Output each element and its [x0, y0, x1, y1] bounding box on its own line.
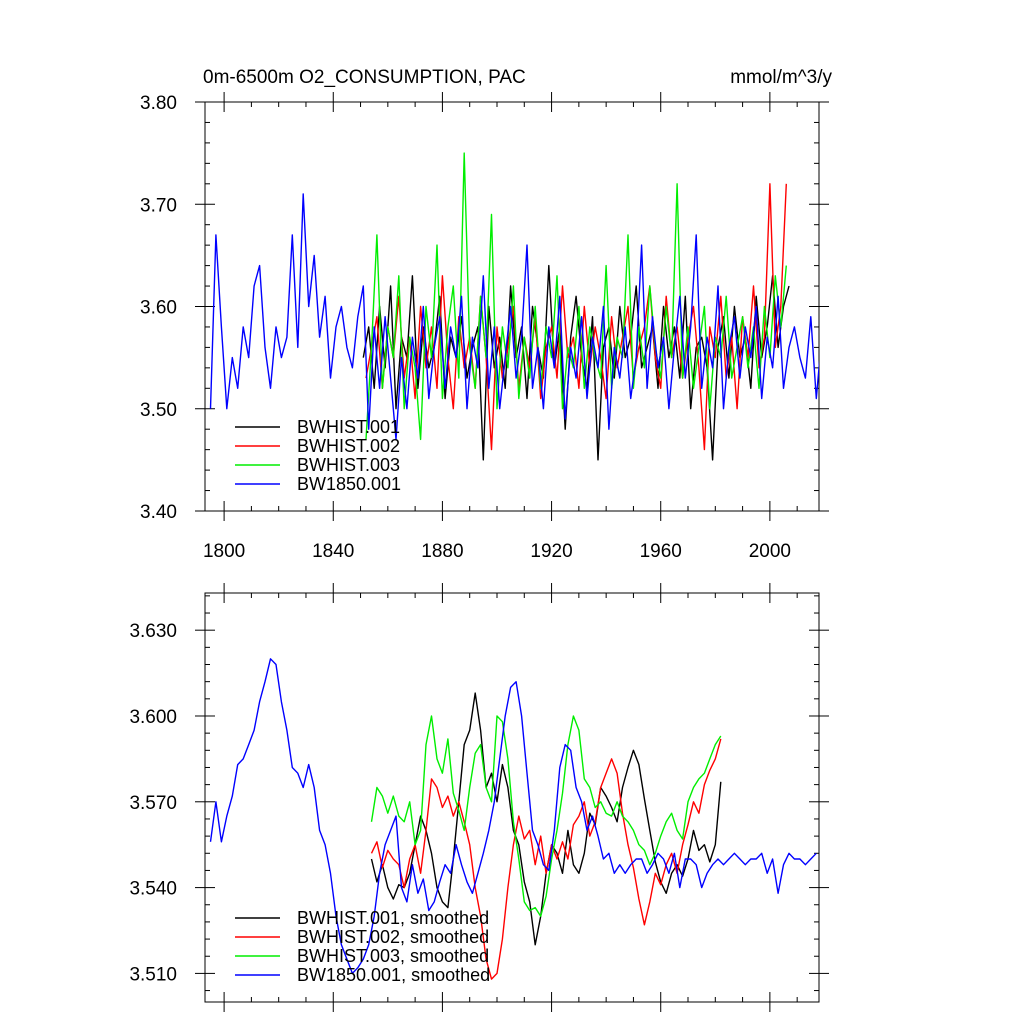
- legend-label: BWHIST.001, smoothed: [297, 908, 489, 928]
- x-tick-label: 1840: [312, 541, 354, 562]
- legend-label: BWHIST.003: [297, 455, 400, 475]
- y-tick-label: 3.60: [140, 298, 177, 319]
- y-tick-label: 3.40: [140, 502, 177, 523]
- series-line-4: [209, 193, 819, 441]
- bottom-lines: [209, 658, 817, 980]
- series-line-2: [370, 738, 722, 980]
- x-tick-label: 1960: [640, 541, 682, 562]
- y-tick-label: 3.630: [129, 621, 177, 642]
- legend-label: BWHIST.001: [297, 417, 400, 437]
- y-tick-label: 3.510: [129, 964, 177, 985]
- y-tick-label: 3.570: [129, 793, 177, 814]
- top-units: mmol/m^3/y: [730, 67, 832, 88]
- top-ticks: 1800 1840 1880 1920 1960 2000 3.40 3.50 3.60 3.70…: [140, 92, 829, 562]
- y-tick-label: 3.80: [140, 93, 177, 114]
- series-line-3: [365, 152, 787, 441]
- bottom-plot-frame: [204, 592, 820, 1003]
- top-title: 0m-6500m O2_CONSUMPTION, PAC: [203, 67, 526, 88]
- legend-label: BWHIST.002: [297, 436, 400, 456]
- bottom-panel: 3.510 3.540 3.570 3.600 3.630 BWHIST.001, sm…: [129, 583, 829, 1012]
- y-tick-label: 3.70: [140, 195, 177, 216]
- y-tick-label: 3.50: [140, 400, 177, 421]
- series-line-4: [209, 658, 817, 975]
- series-line-2: [365, 183, 787, 451]
- series-line-3: [370, 715, 722, 917]
- x-tick-label: 2000: [749, 541, 791, 562]
- bottom-ticks: 3.510 3.540 3.570 3.600 3.630: [129, 583, 829, 1012]
- legend-label: BWHIST.003, smoothed: [297, 946, 489, 966]
- top-lines: [209, 152, 819, 461]
- x-tick-label: 1880: [421, 541, 463, 562]
- legend-label: BW1850.001: [297, 474, 401, 494]
- legend-label: BW1850.001, smoothed: [297, 965, 490, 985]
- y-tick-label: 3.600: [129, 707, 177, 728]
- x-tick-label: 1800: [203, 541, 245, 562]
- y-tick-label: 3.540: [129, 879, 177, 900]
- legend-label: BWHIST.002, smoothed: [297, 927, 489, 947]
- x-tick-label: 1920: [530, 541, 572, 562]
- top-panel: 0m-6500m O2_CONSUMPTION, PAC mmol/m^3/y …: [140, 67, 832, 562]
